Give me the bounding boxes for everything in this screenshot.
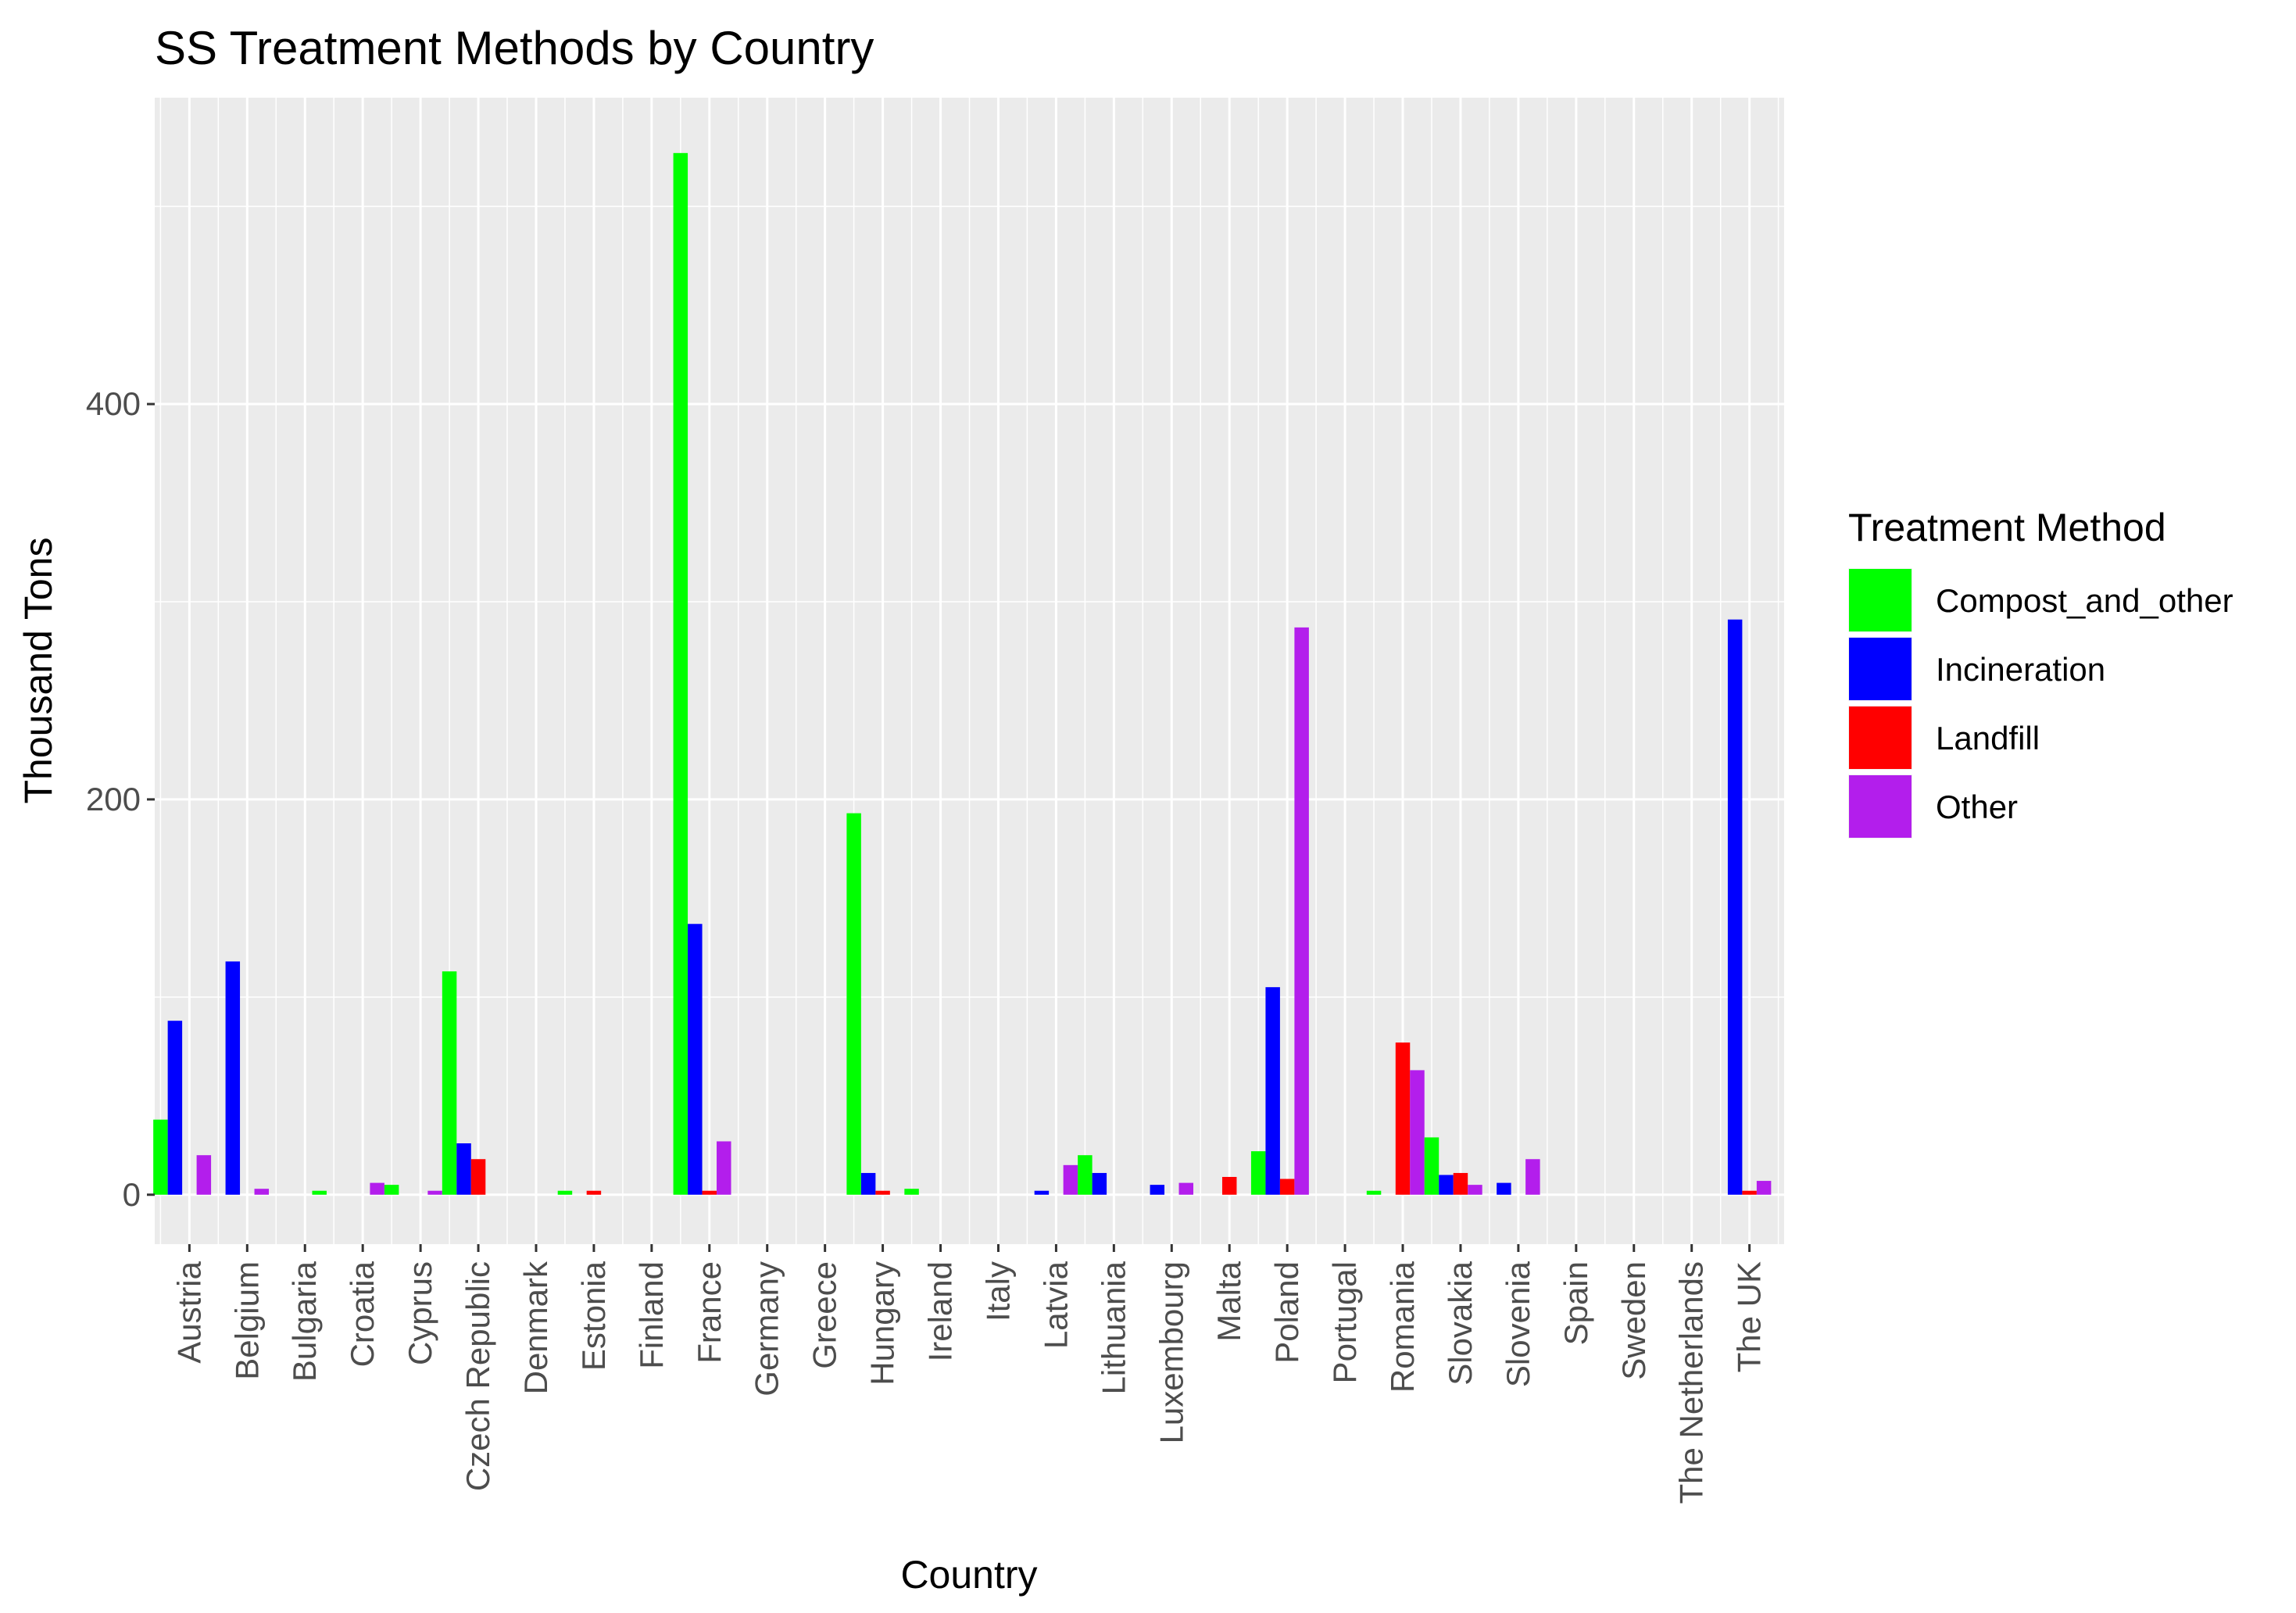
- x-tick-label-belgium: Belgium: [228, 1261, 265, 1380]
- bar-landfill: [1279, 1178, 1295, 1195]
- bar-incineration: [1497, 1182, 1511, 1195]
- bar-compost-and-other: [1078, 1155, 1093, 1195]
- bar-landfill: [1221, 1177, 1237, 1195]
- bar-incineration: [1034, 1190, 1050, 1195]
- bar-other: [1063, 1164, 1078, 1195]
- bar-incineration: [860, 1172, 876, 1195]
- bar-other: [427, 1190, 442, 1195]
- bar-compost-and-other: [384, 1185, 399, 1195]
- bar-landfill: [1453, 1172, 1468, 1195]
- bar-other: [1468, 1185, 1482, 1195]
- legend-swatch-landfill: [1849, 706, 1912, 769]
- bar-compost-and-other: [442, 971, 457, 1195]
- x-tick-label-italy: Italy: [979, 1261, 1016, 1322]
- bar-incineration: [167, 1021, 183, 1195]
- x-axis-title: Country: [900, 1553, 1037, 1597]
- bar-other: [1410, 1070, 1425, 1195]
- legend-swatch-other: [1849, 775, 1912, 838]
- x-tick-label-the-uk: The UK: [1731, 1261, 1768, 1372]
- bar-landfill: [1395, 1043, 1411, 1195]
- x-tick-label-luxembourg: Luxembourg: [1153, 1261, 1189, 1443]
- bar-other: [1756, 1181, 1772, 1195]
- x-axis: Austria Belgium Bulgaria Croatia Cyprus Czech…: [170, 1244, 1768, 1504]
- x-tick-label-greece: Greece: [806, 1261, 843, 1369]
- bars: [153, 152, 1772, 1195]
- x-tick-label-poland: Poland: [1268, 1261, 1305, 1364]
- bar-landfill: [1742, 1190, 1757, 1195]
- x-tick-label-austria: Austria: [170, 1261, 207, 1363]
- x-tick-label-bulgaria: Bulgaria: [286, 1261, 323, 1382]
- bar-compost-and-other: [846, 813, 861, 1195]
- bar-incineration: [1265, 987, 1280, 1195]
- bar-other: [370, 1182, 384, 1195]
- bar-compost-and-other: [904, 1189, 919, 1195]
- x-tick-label-lithuania: Lithuania: [1095, 1261, 1132, 1394]
- x-tick-label-hungary: Hungary: [864, 1261, 901, 1386]
- bar-incineration: [688, 924, 703, 1195]
- x-tick-label-france: France: [691, 1261, 728, 1364]
- bar-incineration: [1150, 1185, 1165, 1195]
- x-tick-label-romania: Romania: [1384, 1261, 1421, 1393]
- bar-other: [717, 1141, 731, 1195]
- bar-incineration: [1439, 1175, 1454, 1195]
- legend-swatch-compost-and-other: [1849, 569, 1912, 631]
- x-tick-label-denmark: Denmark: [517, 1261, 554, 1394]
- bar-compost-and-other: [673, 152, 688, 1195]
- legend-label-compost-and-other: Compost_and_other: [1936, 582, 2233, 619]
- major-gridlines: [155, 98, 1784, 1244]
- x-tick-label-czech-republic: Czech Republic: [460, 1261, 496, 1491]
- bar-compost-and-other: [557, 1190, 573, 1195]
- legend-label-incineration: Incineration: [1936, 651, 2105, 688]
- legend-label-landfill: Landfill: [1936, 720, 2040, 756]
- bar-other: [1294, 627, 1309, 1195]
- minor-gridlines: [155, 98, 1784, 1244]
- legend-title: Treatment Method: [1848, 506, 2166, 549]
- x-tick-label-sweden: Sweden: [1615, 1261, 1652, 1380]
- y-tick-label: 400: [86, 385, 141, 422]
- x-tick-label-latvia: Latvia: [1037, 1261, 1074, 1349]
- bar-other: [196, 1155, 212, 1195]
- bar-incineration: [1092, 1172, 1107, 1195]
- bar-incineration: [225, 961, 241, 1195]
- bar-landfill: [702, 1190, 717, 1195]
- x-tick-label-finland: Finland: [633, 1261, 670, 1369]
- y-tick-label: 200: [86, 781, 141, 817]
- x-tick-label-malta: Malta: [1211, 1261, 1247, 1341]
- bar-landfill: [586, 1190, 602, 1195]
- bar-compost-and-other: [312, 1190, 327, 1195]
- x-tick-label-germany: Germany: [749, 1261, 785, 1397]
- bar-landfill: [875, 1190, 890, 1195]
- y-axis-title: Thousand Tons: [16, 538, 60, 804]
- bar-compost-and-other: [153, 1119, 168, 1195]
- y-tick-label: 0: [123, 1176, 141, 1213]
- legend: Treatment Method Compost_and_other Incine…: [1848, 506, 2233, 839]
- x-tick-label-slovenia: Slovenia: [1500, 1261, 1536, 1387]
- legend-swatch-incineration: [1849, 638, 1912, 700]
- x-tick-label-slovakia: Slovakia: [1442, 1261, 1479, 1385]
- bar-landfill: [470, 1159, 486, 1195]
- x-tick-label-the-netherlands: The Netherlands: [1673, 1261, 1710, 1504]
- legend-label-other: Other: [1936, 789, 2018, 825]
- x-tick-label-croatia: Croatia: [344, 1261, 381, 1367]
- x-tick-label-estonia: Estonia: [575, 1261, 612, 1371]
- bar-compost-and-other: [1250, 1151, 1266, 1195]
- bar-compost-and-other: [1424, 1137, 1439, 1195]
- x-tick-label-spain: Spain: [1557, 1261, 1594, 1345]
- x-tick-label-portugal: Portugal: [1326, 1261, 1363, 1383]
- y-axis: 0 200 400: [86, 385, 155, 1213]
- bar-compost-and-other: [1366, 1190, 1382, 1195]
- bar-other: [1525, 1159, 1540, 1195]
- x-tick-label-ireland: Ireland: [922, 1261, 959, 1361]
- bar-other: [254, 1189, 270, 1195]
- chart-title: SS Treatment Methods by Country: [155, 22, 874, 74]
- bar-incineration: [456, 1143, 471, 1195]
- bar-incineration: [1727, 619, 1743, 1195]
- x-tick-label-cyprus: Cyprus: [402, 1261, 438, 1365]
- bar-other: [1178, 1182, 1194, 1195]
